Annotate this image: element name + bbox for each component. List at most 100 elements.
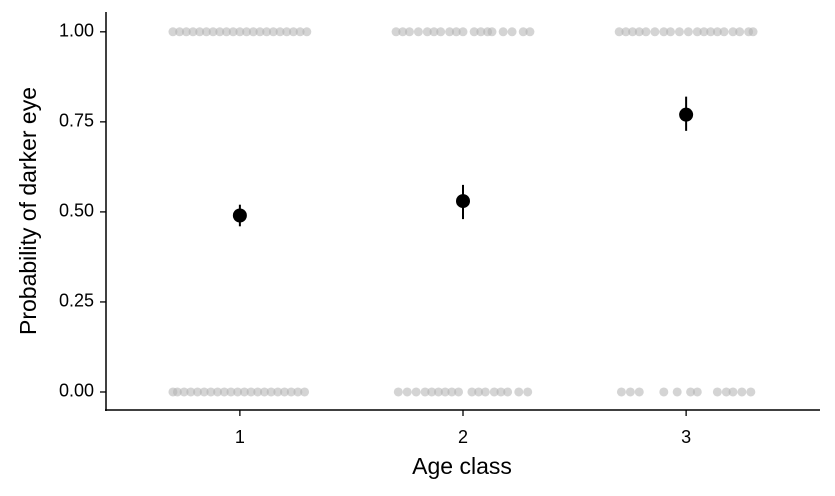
raw-point bbox=[650, 27, 660, 37]
raw-point bbox=[262, 27, 272, 37]
raw-point bbox=[621, 27, 631, 37]
raw-point bbox=[496, 387, 506, 397]
raw-point bbox=[221, 27, 231, 37]
raw-point bbox=[172, 387, 182, 397]
raw-point bbox=[420, 387, 430, 397]
raw-point bbox=[226, 387, 236, 397]
raw-point bbox=[641, 27, 651, 37]
raw-point bbox=[273, 387, 283, 397]
raw-point bbox=[302, 27, 312, 37]
raw-point bbox=[393, 387, 403, 397]
raw-point bbox=[686, 387, 696, 397]
raw-point bbox=[168, 27, 178, 37]
raw-point bbox=[275, 27, 285, 37]
raw-point bbox=[659, 27, 669, 37]
raw-point bbox=[239, 387, 249, 397]
y-axis-title: Probability of darker eye bbox=[15, 87, 41, 335]
raw-point bbox=[201, 27, 211, 37]
y-tick-label: 1.00 bbox=[59, 21, 94, 41]
raw-point bbox=[186, 387, 196, 397]
raw-point bbox=[188, 27, 198, 37]
raw-point bbox=[659, 387, 669, 397]
raw-point bbox=[255, 27, 265, 37]
x-tick-label: 1 bbox=[235, 427, 245, 447]
raw-point bbox=[748, 27, 758, 37]
raw-point bbox=[469, 27, 479, 37]
raw-point bbox=[422, 27, 432, 37]
raw-point bbox=[467, 387, 477, 397]
raw-point bbox=[628, 27, 638, 37]
raw-point bbox=[616, 387, 626, 397]
raw-point bbox=[674, 27, 684, 37]
raw-point bbox=[402, 387, 412, 397]
raw-point bbox=[413, 27, 423, 37]
raw-point bbox=[735, 27, 745, 37]
raw-point bbox=[746, 387, 756, 397]
raw-point bbox=[228, 27, 238, 37]
raw-point bbox=[728, 387, 738, 397]
raw-point bbox=[295, 27, 305, 37]
raw-point bbox=[391, 27, 401, 37]
raw-point bbox=[433, 387, 443, 397]
raw-point bbox=[480, 387, 490, 397]
raw-point bbox=[699, 27, 709, 37]
y-tick-label: 0.50 bbox=[59, 201, 94, 221]
raw-point bbox=[634, 27, 644, 37]
raw-point bbox=[175, 27, 185, 37]
raw-point bbox=[300, 387, 310, 397]
raw-point bbox=[233, 387, 243, 397]
raw-point bbox=[712, 27, 722, 37]
raw-point bbox=[199, 387, 209, 397]
raw-point bbox=[282, 27, 292, 37]
raw-point bbox=[614, 27, 624, 37]
raw-point bbox=[427, 387, 437, 397]
raw-point bbox=[454, 387, 464, 397]
raw-point bbox=[683, 27, 693, 37]
raw-point bbox=[440, 387, 450, 397]
raw-point bbox=[404, 27, 414, 37]
raw-point bbox=[672, 387, 682, 397]
x-tick-label: 2 bbox=[458, 427, 468, 447]
raw-point bbox=[398, 27, 408, 37]
raw-point bbox=[489, 387, 499, 397]
raw-point bbox=[719, 27, 729, 37]
raw-point bbox=[692, 27, 702, 37]
raw-point bbox=[235, 27, 245, 37]
raw-point bbox=[429, 27, 439, 37]
raw-point bbox=[266, 387, 276, 397]
raw-point bbox=[280, 387, 289, 397]
raw-point bbox=[179, 387, 189, 397]
raw-point bbox=[503, 387, 513, 397]
raw-point bbox=[213, 387, 223, 397]
raw-point bbox=[487, 27, 497, 37]
mean-point bbox=[232, 208, 247, 223]
raw-point bbox=[248, 27, 258, 37]
y-tick-label: 0.00 bbox=[59, 381, 94, 401]
raw-point bbox=[447, 387, 457, 397]
raw-point bbox=[181, 27, 191, 37]
raw-point bbox=[706, 27, 716, 37]
raw-point bbox=[288, 27, 298, 37]
raw-point bbox=[445, 27, 455, 37]
raw-point bbox=[436, 27, 446, 37]
raw-point bbox=[514, 387, 524, 397]
raw-point bbox=[737, 387, 747, 397]
raw-point bbox=[192, 387, 202, 397]
raw-point bbox=[195, 27, 205, 37]
raw-point bbox=[206, 387, 216, 397]
x-tick-label: 3 bbox=[681, 427, 691, 447]
raw-point bbox=[666, 27, 676, 37]
raw-point bbox=[458, 27, 468, 37]
raw-point bbox=[208, 27, 218, 37]
raw-point bbox=[498, 27, 508, 37]
y-tick-label: 0.25 bbox=[59, 291, 94, 311]
raw-point bbox=[692, 387, 702, 397]
raw-point bbox=[215, 27, 225, 37]
raw-point bbox=[728, 27, 738, 37]
raw-point bbox=[476, 27, 486, 37]
raw-point bbox=[625, 387, 635, 397]
raw-point bbox=[286, 387, 296, 397]
raw-point bbox=[451, 27, 461, 37]
